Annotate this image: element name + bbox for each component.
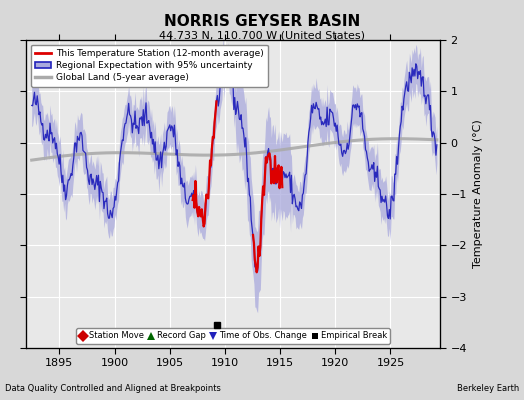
Text: Data Quality Controlled and Aligned at Breakpoints: Data Quality Controlled and Aligned at B…	[5, 384, 221, 393]
Text: Berkeley Earth: Berkeley Earth	[456, 384, 519, 393]
Text: NORRIS GEYSER BASIN: NORRIS GEYSER BASIN	[164, 14, 360, 29]
Text: 44.733 N, 110.700 W (United States): 44.733 N, 110.700 W (United States)	[159, 30, 365, 40]
Legend: Station Move, Record Gap, Time of Obs. Change, Empirical Break: Station Move, Record Gap, Time of Obs. C…	[77, 328, 390, 344]
Y-axis label: Temperature Anomaly (°C): Temperature Anomaly (°C)	[473, 120, 483, 268]
